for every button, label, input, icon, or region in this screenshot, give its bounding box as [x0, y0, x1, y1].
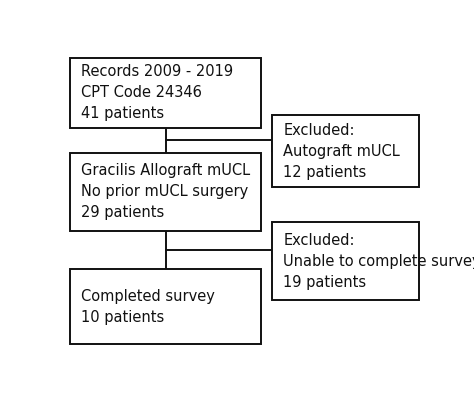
FancyBboxPatch shape: [272, 222, 419, 300]
Text: Records 2009 - 2019
CPT Code 24346
41 patients: Records 2009 - 2019 CPT Code 24346 41 pa…: [82, 64, 233, 122]
FancyBboxPatch shape: [70, 58, 261, 127]
FancyBboxPatch shape: [70, 269, 261, 344]
Text: Excluded:
Autograft mUCL
12 patients: Excluded: Autograft mUCL 12 patients: [283, 122, 400, 180]
Text: Completed survey
10 patients: Completed survey 10 patients: [82, 288, 215, 325]
FancyBboxPatch shape: [272, 115, 419, 187]
FancyBboxPatch shape: [70, 153, 261, 231]
Text: Excluded:
Unable to complete survey
19 patients: Excluded: Unable to complete survey 19 p…: [283, 233, 474, 290]
Text: Gracilis Allograft mUCL
No prior mUCL surgery
29 patients: Gracilis Allograft mUCL No prior mUCL su…: [82, 163, 250, 220]
